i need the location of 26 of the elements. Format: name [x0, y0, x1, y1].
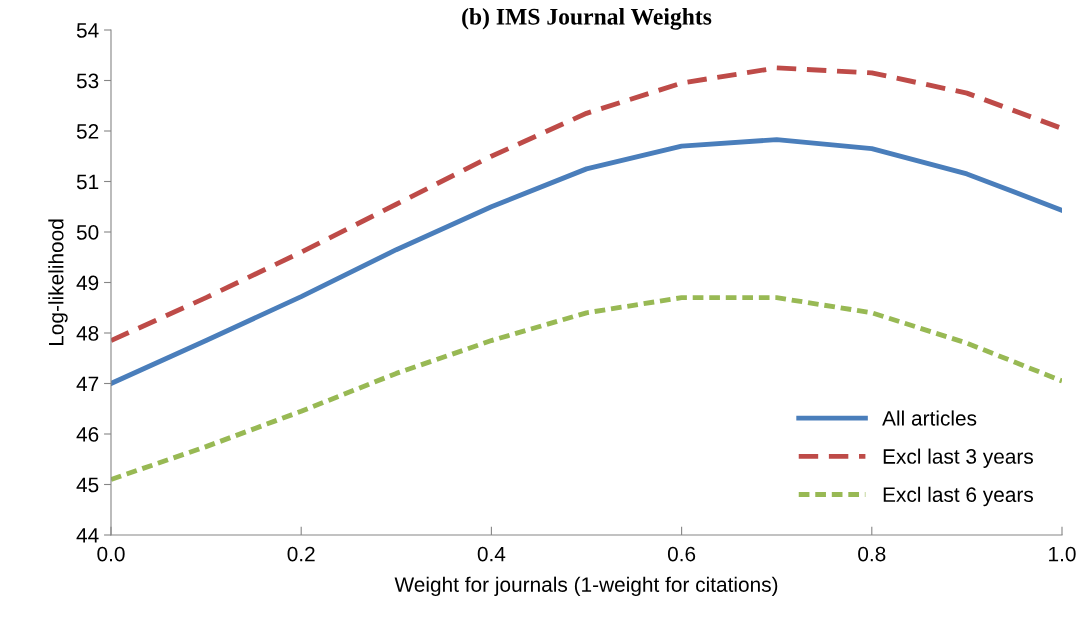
y-tick-label: 50 — [76, 225, 99, 240]
x-tick-label: 0.0 — [97, 546, 125, 562]
y-tick-label: 47 — [76, 376, 99, 392]
y-tick-label: 49 — [76, 275, 99, 291]
x-tick-label: 1.0 — [1049, 546, 1076, 562]
y-tick-label: 51 — [76, 174, 99, 190]
y-tick-label: 45 — [76, 477, 99, 493]
legend-label: Excl last 3 years — [883, 448, 1033, 468]
x-tick-label: 0.4 — [477, 546, 506, 562]
y-tick-label: 44 — [76, 528, 99, 543]
x-tick-label: 0.6 — [667, 546, 696, 562]
y-tick-label: 54 — [76, 23, 99, 38]
x-tick-label: 0.8 — [858, 546, 886, 562]
line-series — [111, 295, 1062, 482]
x-tick-label: 0.2 — [287, 546, 315, 562]
chart-title: (b) IMS Journal Weights — [462, 8, 712, 30]
line-series — [111, 65, 1062, 343]
x-axis-title: Weight for journals (1-weight for citations) — [394, 576, 778, 597]
legend-label: All articles — [882, 410, 977, 426]
y-tick-label: 48 — [76, 326, 99, 341]
y-tick-label: 46 — [76, 427, 99, 442]
y-tick-label: 53 — [76, 73, 99, 89]
line-series — [111, 137, 1062, 386]
y-axis-title: Log-likelihood — [48, 219, 68, 346]
legend-label: Excl last 6 years — [883, 486, 1033, 507]
y-tick-label: 52 — [76, 124, 99, 139]
